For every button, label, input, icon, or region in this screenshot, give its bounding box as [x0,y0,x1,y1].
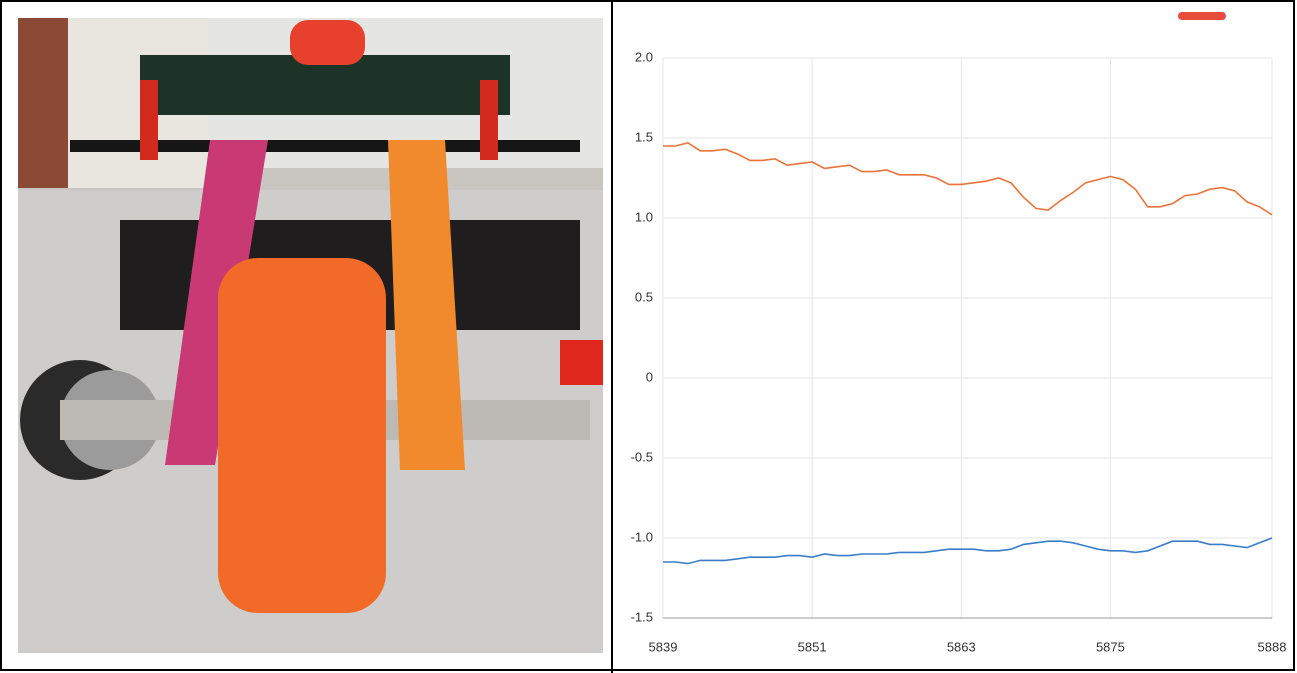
legend-chip [1178,12,1226,20]
screenshot: 2.0 1.5 1.0 0.5 0 -0.5 -1.0 -1.5 5839 5851 5863 587… [0,0,1297,673]
y-tick-label: 1.0 [635,209,653,224]
robot-photo [18,18,603,653]
y-tick-label: -1.0 [631,529,653,544]
y-tick-label: 0 [646,369,653,384]
x-tick-label: 5839 [649,639,678,654]
y-tick-label: 2.0 [635,49,653,64]
figure: 2.0 1.5 1.0 0.5 0 -0.5 -1.0 -1.5 5839 5851 5863 587… [0,0,1297,673]
x-tick-label: 5851 [798,639,827,654]
y-tick-label: 0.5 [635,289,653,304]
x-tick-label: 5875 [1096,639,1125,654]
x-tick-label: 5888 [1258,639,1287,654]
y-tick-label: 1.5 [635,129,653,144]
y-tick-label: -1.5 [631,609,653,624]
x-tick-label: 5863 [947,639,976,654]
y-tick-label: -0.5 [631,449,653,464]
